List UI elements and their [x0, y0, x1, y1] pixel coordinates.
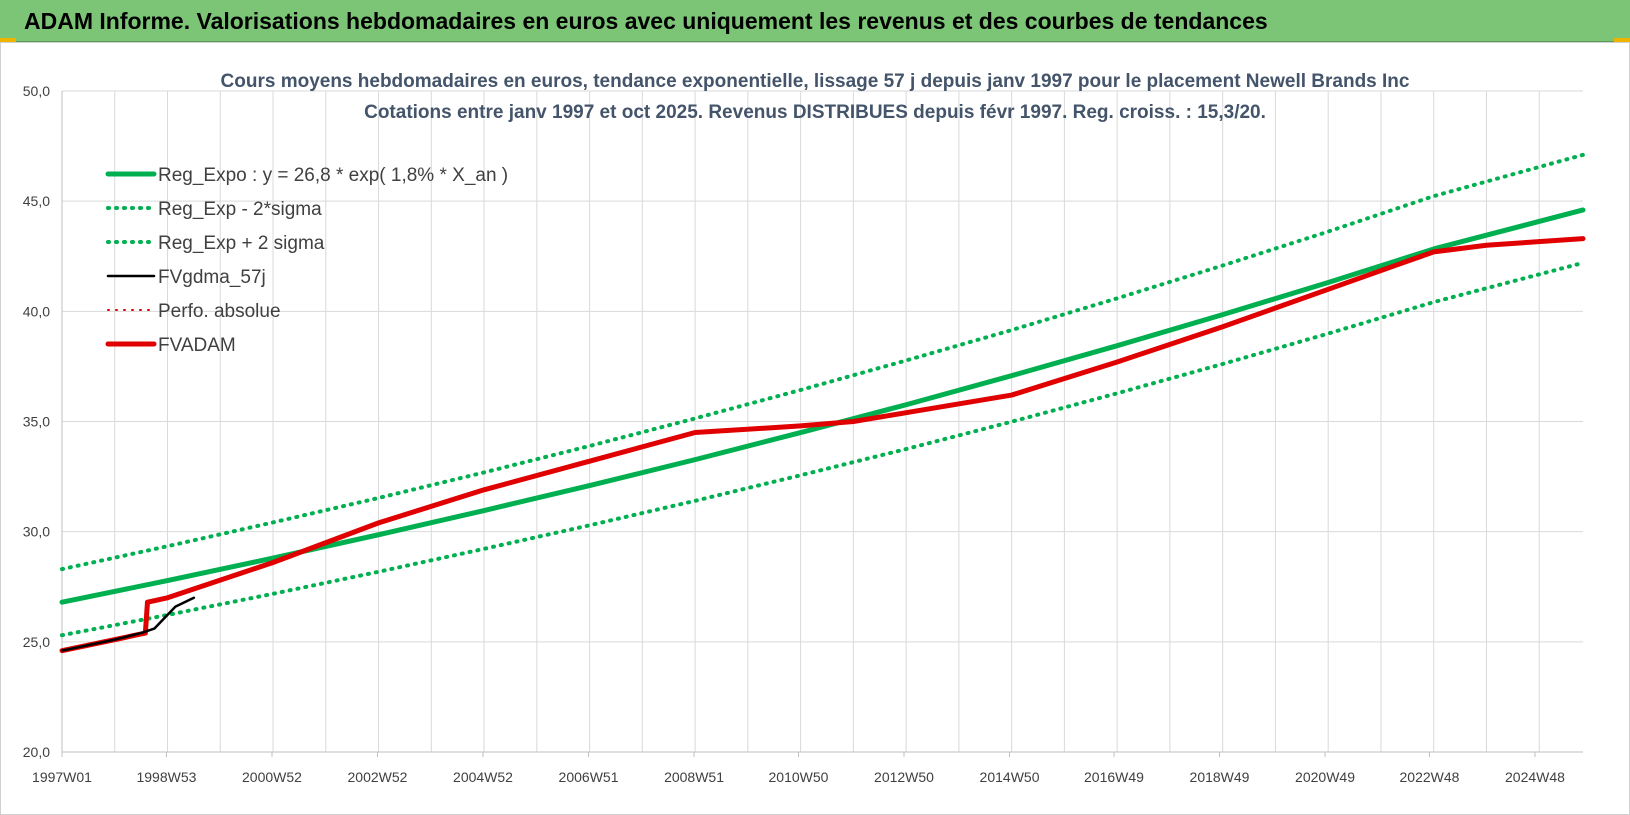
x-tick-label: 2002W52: [348, 769, 408, 785]
legend: Reg_Expo : y = 26,8 * exp( 1,8% * X_an )…: [105, 165, 508, 356]
legend-label-5: FVADAM: [158, 335, 236, 356]
y-tick-label: 50,0: [23, 83, 50, 99]
legend-label-4: Perfo. absolue: [158, 301, 281, 322]
series-line-4: [61, 237, 1584, 652]
y-tick-label: 35,0: [23, 414, 50, 430]
x-tick-label: 2016W49: [1084, 769, 1144, 785]
x-tick-label: 1997W01: [32, 769, 92, 785]
x-tick-label: 2000W52: [242, 769, 302, 785]
x-tick-label: 2018W49: [1190, 769, 1250, 785]
corner-marker-left: [0, 38, 16, 43]
series-line-3: [60, 596, 196, 652]
legend-label-0: Reg_Expo : y = 26,8 * exp( 1,8% * X_an ): [158, 165, 508, 186]
x-tick-label: 1998W53: [136, 769, 196, 785]
y-axis-tick-labels: 20,0 25,0 30,0 35,0 40,0 45,0 50,0: [23, 83, 50, 760]
x-tick-label: 2020W49: [1295, 769, 1355, 785]
x-tick-label: 2014W50: [980, 769, 1040, 785]
series-lines: [59, 152, 1586, 654]
x-tick-label: 2004W52: [453, 769, 513, 785]
series-line-1: [60, 260, 1585, 638]
chart-title-line-1: Cours moyens hebdomadaires en euros, ten…: [221, 71, 1410, 92]
axes: [61, 91, 1583, 757]
y-tick-label: 45,0: [23, 193, 50, 209]
x-axis-tick-labels: 1997W01 1998W53 2000W52 2002W52 2004W52 2006W…: [32, 769, 1565, 785]
legend-label-1: Reg_Exp - 2*sigma: [158, 199, 322, 220]
y-tick-label: 40,0: [23, 303, 50, 319]
x-tick-label: 2008W51: [664, 769, 724, 785]
x-tick-label: 2012W50: [874, 769, 934, 785]
chart-title-line-2: Cotations entre janv 1997 et oct 2025. R…: [364, 102, 1266, 123]
x-tick-label: 2022W48: [1400, 769, 1460, 785]
legend-label-2: Reg_Exp + 2 sigma: [158, 233, 325, 254]
series-line-0: [59, 207, 1586, 605]
legend-label-3: FVgdma_57j: [158, 267, 266, 288]
y-tick-label: 20,0: [23, 744, 50, 760]
x-tick-label: 2010W50: [769, 769, 829, 785]
y-tick-label: 25,0: [23, 634, 50, 650]
y-tick-label: 30,0: [23, 524, 50, 540]
report-banner: ADAM Informe. Valorisations hebdomadaire…: [0, 0, 1630, 42]
x-tick-label: 2006W51: [559, 769, 619, 785]
corner-marker-right: [1614, 38, 1630, 43]
grid-lines: [61, 90, 1583, 753]
series-line-2: [60, 152, 1585, 572]
x-tick-label: 2024W48: [1505, 769, 1565, 785]
